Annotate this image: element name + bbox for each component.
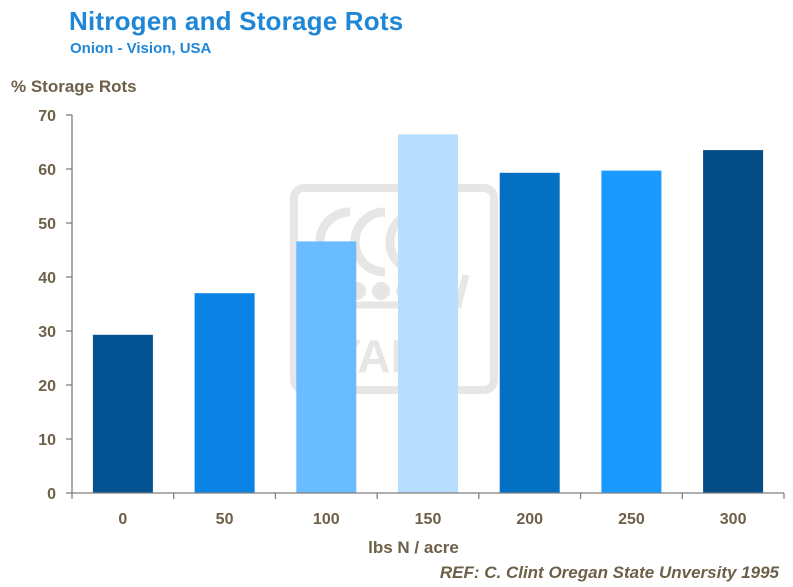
chart-subtitle: Onion - Vision, USA <box>70 40 212 57</box>
reference-note: REF: C. Clint Oregan State Unversity 199… <box>439 563 779 582</box>
bar-0 <box>92 334 153 493</box>
bar-150 <box>398 134 458 493</box>
y-axis-label: % Storage Rots <box>11 77 137 96</box>
x-tick-label-200: 200 <box>516 511 543 528</box>
x-axis-label-row: lbs N / acre <box>0 538 793 558</box>
x-tick-label-100: 100 <box>313 511 340 528</box>
x-axis-label: lbs N / acre <box>368 538 459 557</box>
y-tick-label-70: 70 <box>38 108 56 125</box>
y-tick-label-20: 20 <box>38 378 56 395</box>
x-tick-label-50: 50 <box>216 511 234 528</box>
y-tick-label-50: 50 <box>38 216 56 233</box>
y-tick-label-40: 40 <box>38 270 56 287</box>
y-tick-label-30: 30 <box>38 324 56 341</box>
bar-250 <box>601 170 662 493</box>
y-tick-label-10: 10 <box>38 432 56 449</box>
bar-100 <box>296 241 357 493</box>
y-tick-label-60: 60 <box>38 162 56 179</box>
x-tick-label-150: 150 <box>415 511 442 528</box>
y-tick-label-0: 0 <box>47 486 56 503</box>
x-tick-label-250: 250 <box>618 511 645 528</box>
bar-50 <box>194 293 255 493</box>
x-tick-label-0: 0 <box>118 511 127 528</box>
bar-300 <box>703 150 764 493</box>
x-tick-label-300: 300 <box>720 511 747 528</box>
chart-title: Nitrogen and Storage Rots <box>69 6 404 36</box>
bar-200 <box>499 172 560 494</box>
